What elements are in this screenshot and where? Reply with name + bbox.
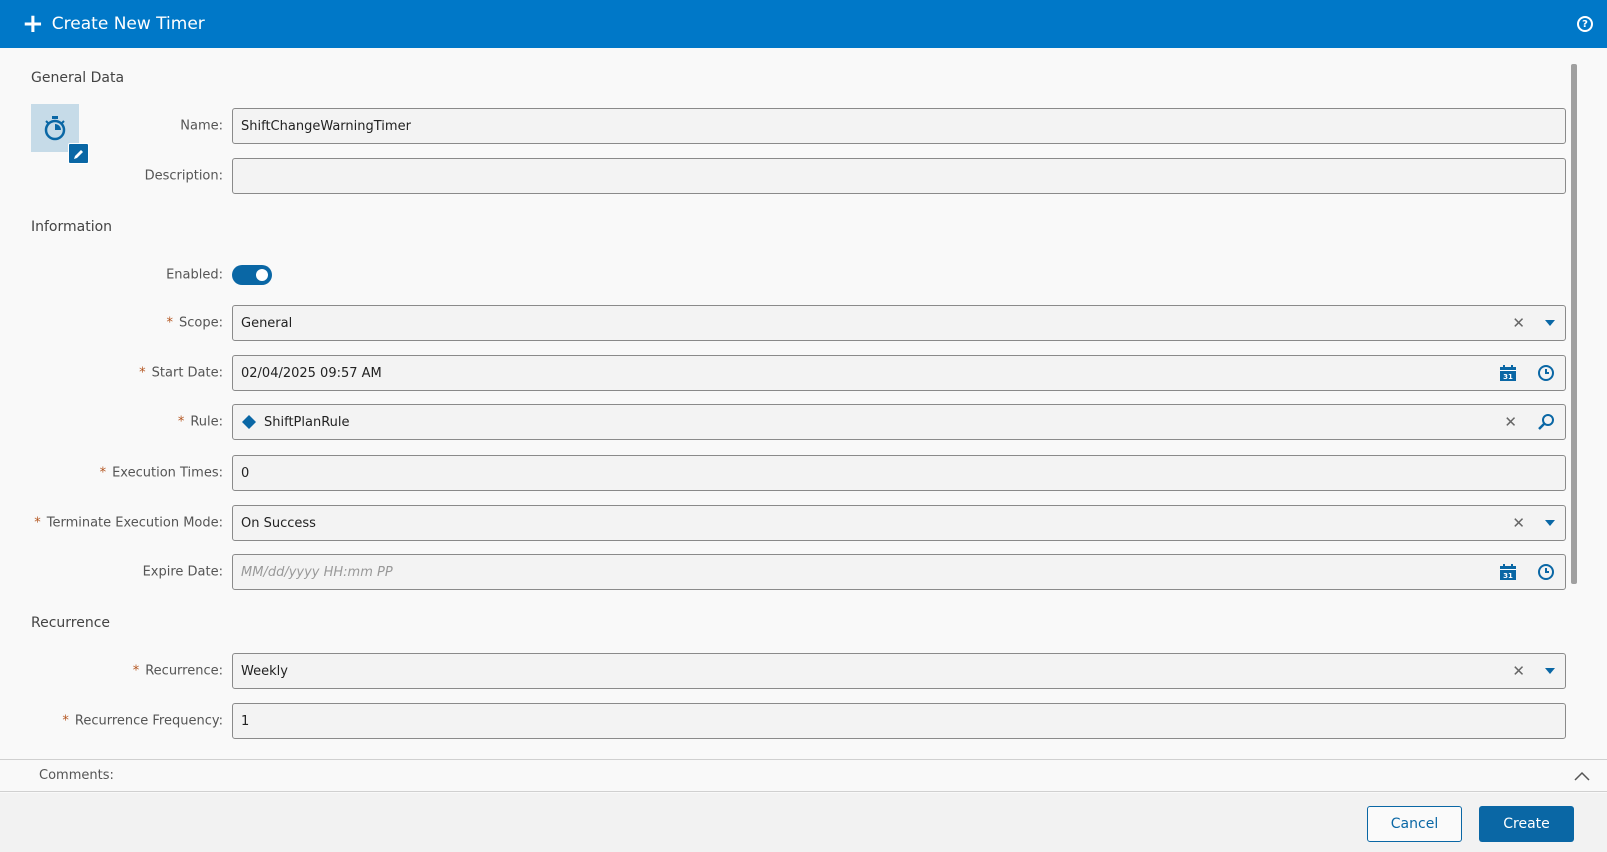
scope-select[interactable]: General ✕ [232, 305, 1566, 341]
recurrence-frequency-label-text: Recurrence Frequency: [74, 713, 223, 729]
recurrence-label: * Recurrence: [133, 664, 223, 679]
dialog-header: + Create New Timer ? [0, 0, 1607, 48]
name-label: Name: [180, 118, 223, 134]
required-mark: * [34, 515, 41, 531]
start-date-label: * Start Date: [139, 366, 223, 381]
svg-text:31: 31 [1503, 373, 1513, 381]
rule-input[interactable]: ShiftPlanRule ✕ [232, 404, 1566, 440]
description-input[interactable] [232, 158, 1566, 194]
execution-times-value: 0 [241, 465, 250, 481]
expire-date-label: Expire Date: [142, 564, 223, 580]
stopwatch-icon [44, 116, 66, 141]
rule-diamond-icon [242, 415, 256, 429]
terminate-mode-select[interactable]: On Success ✕ [232, 505, 1566, 541]
clear-icon[interactable]: ✕ [1512, 662, 1525, 680]
name-value: ShiftChangeWarningTimer [241, 118, 411, 134]
recurrence-label-text: Recurrence: [145, 663, 223, 679]
chevron-down-icon[interactable] [1545, 520, 1555, 526]
recurrence-select[interactable]: Weekly ✕ [232, 653, 1566, 689]
enabled-label: Enabled: [166, 267, 223, 283]
required-mark: * [99, 465, 107, 481]
expire-date-placeholder: MM/dd/yyyy HH:mm PP [241, 564, 393, 580]
scope-value: General [241, 315, 293, 331]
terminate-mode-label: * Terminate Execution Mode: [34, 516, 223, 531]
required-mark: * [132, 663, 140, 679]
start-date-label-text: Start Date: [151, 365, 223, 381]
section-information: Information [31, 219, 113, 235]
start-date-value: 02/04/2025 09:57 AM [241, 365, 382, 381]
chevron-up-icon[interactable] [1573, 770, 1591, 782]
rule-label: * Rule: [178, 415, 223, 430]
recurrence-frequency-value: 1 [241, 713, 250, 729]
scrollbar[interactable] [1571, 64, 1577, 584]
recurrence-value: Weekly [241, 663, 288, 679]
comments-label: Comments: [39, 768, 114, 783]
expire-date-input[interactable]: MM/dd/yyyy HH:mm PP 31 [232, 554, 1566, 590]
required-mark: * [177, 414, 185, 430]
description-label: Description: [144, 168, 223, 184]
scope-label-text: Scope: [179, 315, 223, 331]
enabled-toggle[interactable] [232, 265, 272, 285]
dialog-footer: Cancel Create [0, 793, 1607, 852]
rule-value: ShiftPlanRule [264, 414, 350, 430]
required-mark: * [62, 713, 69, 729]
required-mark: * [139, 365, 146, 381]
timer-avatar[interactable] [31, 104, 79, 152]
terminate-mode-label-text: Terminate Execution Mode: [46, 515, 223, 531]
create-button[interactable]: Create [1479, 806, 1574, 842]
clear-icon[interactable]: ✕ [1512, 314, 1525, 332]
scope-label: * Scope: [167, 316, 223, 331]
execution-times-label: * Execution Times: [100, 466, 223, 481]
edit-avatar-button[interactable] [68, 143, 89, 164]
name-input[interactable]: ShiftChangeWarningTimer [232, 108, 1566, 144]
comments-panel[interactable]: Comments: [0, 759, 1607, 792]
cancel-button[interactable]: Cancel [1367, 806, 1462, 842]
section-recurrence: Recurrence [31, 615, 111, 631]
dialog-title: Create New Timer [51, 14, 205, 34]
start-date-input[interactable]: 02/04/2025 09:57 AM 31 [232, 355, 1566, 391]
plus-icon: + [22, 9, 44, 39]
calendar-icon[interactable]: 31 [1499, 563, 1517, 581]
section-general-data: General Data [31, 70, 125, 86]
clock-icon[interactable] [1537, 563, 1555, 581]
clear-icon[interactable]: ✕ [1512, 514, 1525, 532]
clock-icon[interactable] [1537, 364, 1555, 382]
pencil-icon [73, 149, 83, 159]
terminate-mode-value: On Success [241, 515, 316, 531]
rule-label-text: Rule: [190, 414, 223, 430]
required-mark: * [166, 315, 174, 331]
calendar-icon[interactable]: 31 [1499, 364, 1517, 382]
help-icon[interactable]: ? [1577, 16, 1593, 32]
svg-text:31: 31 [1503, 572, 1513, 580]
recurrence-frequency-label: * Recurrence Frequency: [62, 714, 223, 729]
chevron-down-icon[interactable] [1545, 320, 1555, 326]
execution-times-input[interactable]: 0 [232, 455, 1566, 491]
clear-icon[interactable]: ✕ [1504, 413, 1517, 431]
search-icon[interactable] [1537, 413, 1555, 431]
recurrence-frequency-input[interactable]: 1 [232, 703, 1566, 739]
execution-times-label-text: Execution Times: [112, 465, 223, 481]
chevron-down-icon[interactable] [1545, 668, 1555, 674]
